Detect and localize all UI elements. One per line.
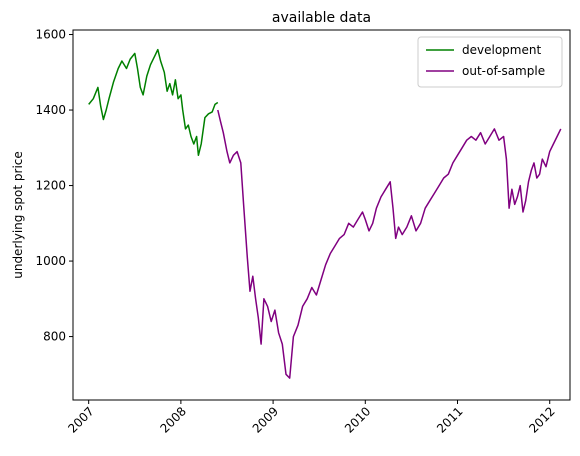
y-axis: 800 1000 1200 1400 1600 <box>35 28 73 344</box>
plot-frame <box>72 29 571 401</box>
chart-title: available data <box>272 10 371 26</box>
legend-label-out-of-sample: out-of-sample <box>462 64 545 78</box>
series-line-development <box>88 48 219 157</box>
series-line-out-of-sample <box>217 109 562 379</box>
y-axis-label: underlying spot price <box>11 151 25 279</box>
legend: development out-of-sample <box>417 36 563 88</box>
y-tick-label: 1600 <box>35 28 66 42</box>
y-tick-label: 1000 <box>35 254 66 268</box>
y-tick-label: 1400 <box>35 103 66 117</box>
series-layer <box>88 48 562 379</box>
y-tick-label: 1200 <box>35 179 66 193</box>
y-tick-label: 800 <box>43 330 66 344</box>
legend-label-development: development <box>462 43 541 57</box>
